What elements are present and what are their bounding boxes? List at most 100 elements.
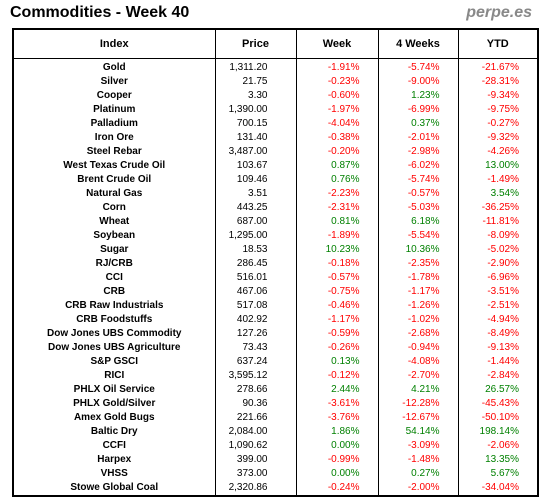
table-row: West Texas Crude Oil 103.67 0.87% -6.02% 13.… — [12, 159, 539, 173]
index-cell: Natural Gas — [12, 187, 216, 201]
four-week-change-cell: -0.94% — [377, 341, 459, 355]
index-cell: Dow Jones UBS Agriculture — [12, 341, 216, 355]
week-change-cell: -0.24% — [295, 481, 379, 496]
week-change-cell: 0.87% — [295, 159, 379, 173]
four-week-change-cell: -5.74% — [377, 173, 459, 187]
table-row: CCFI 1,090.62 0.00% -3.09% -2.06% — [12, 439, 539, 453]
price-cell: 109.46 — [214, 173, 297, 187]
ytd-change-cell: -4.94% — [457, 313, 539, 327]
index-cell: CCI — [12, 271, 216, 285]
four-week-change-cell: 0.27% — [377, 467, 459, 481]
ytd-change-cell: -9.75% — [457, 103, 539, 117]
price-cell: 517.08 — [214, 299, 297, 313]
price-cell: 278.66 — [214, 383, 297, 397]
table-row: Amex Gold Bugs 221.66 -3.76% -12.67% -50.10% — [12, 411, 539, 425]
index-cell: CRB — [12, 285, 216, 299]
week-change-cell: -2.31% — [295, 201, 379, 215]
brand-logo-text: perpe.es — [466, 4, 532, 21]
table-row: CRB Raw Industrials 517.08 -0.46% -1.26% -2.… — [12, 299, 539, 313]
table-row: CRB Foodstuffs 402.92 -1.17% -1.02% -4.94% — [12, 313, 539, 327]
index-cell: Palladium — [12, 117, 216, 131]
ytd-change-cell: 26.57% — [457, 383, 539, 397]
week-change-cell: -0.38% — [295, 131, 379, 145]
price-cell: 103.67 — [214, 159, 297, 173]
ytd-change-cell: -9.34% — [457, 89, 539, 103]
four-week-change-cell: -2.70% — [377, 369, 459, 383]
week-change-cell: -3.76% — [295, 411, 379, 425]
four-week-change-cell: -2.98% — [377, 145, 459, 159]
ytd-change-cell: -2.06% — [457, 439, 539, 453]
price-cell: 21.75 — [214, 75, 297, 89]
four-week-change-cell: -1.17% — [377, 285, 459, 299]
index-cell: PHLX Oil Service — [12, 383, 216, 397]
ytd-change-cell: 198.14% — [457, 425, 539, 439]
ytd-change-cell: -3.51% — [457, 285, 539, 299]
price-cell: 637.24 — [214, 355, 297, 369]
table-row: Corn 443.25 -2.31% -5.03% -36.25% — [12, 201, 539, 215]
index-cell: West Texas Crude Oil — [12, 159, 216, 173]
table-row: PHLX Gold/Silver 90.36 -3.61% -12.28% -45.43… — [12, 397, 539, 411]
ytd-change-cell: -0.27% — [457, 117, 539, 131]
index-cell: Cooper — [12, 89, 216, 103]
price-cell: 131.40 — [214, 131, 297, 145]
four-week-change-cell: -5.74% — [377, 58, 459, 75]
index-cell: Iron Ore — [12, 131, 216, 145]
week-change-cell: -2.23% — [295, 187, 379, 201]
four-week-change-cell: -12.67% — [377, 411, 459, 425]
week-change-cell: -1.91% — [295, 58, 379, 75]
ytd-change-cell: -1.49% — [457, 173, 539, 187]
column-header-index: Index — [12, 28, 216, 59]
week-change-cell: -0.75% — [295, 285, 379, 299]
price-cell: 402.92 — [214, 313, 297, 327]
four-week-change-cell: -1.48% — [377, 453, 459, 467]
index-cell: Soybean — [12, 229, 216, 243]
table-row: Dow Jones UBS Agriculture 73.43 -0.26% -0.9… — [12, 341, 539, 355]
ytd-change-cell: -50.10% — [457, 411, 539, 425]
index-cell: Sugar — [12, 243, 216, 257]
price-cell: 286.45 — [214, 257, 297, 271]
week-change-cell: 0.00% — [295, 439, 379, 453]
price-cell: 516.01 — [214, 271, 297, 285]
ytd-change-cell: -21.67% — [457, 58, 539, 75]
price-cell: 443.25 — [214, 201, 297, 215]
ytd-change-cell: 13.35% — [457, 453, 539, 467]
column-header-4-weeks: 4 Weeks — [377, 28, 459, 59]
table-row: Cooper 3.30 -0.60% 1.23% -9.34% — [12, 89, 539, 103]
four-week-change-cell: -2.00% — [377, 481, 459, 496]
week-change-cell: 0.76% — [295, 173, 379, 187]
price-cell: 399.00 — [214, 453, 297, 467]
four-week-change-cell: -9.00% — [377, 75, 459, 89]
ytd-change-cell: -8.09% — [457, 229, 539, 243]
table-row: Wheat 687.00 0.81% 6.18% -11.81% — [12, 215, 539, 229]
price-cell: 3,487.00 — [214, 145, 297, 159]
index-cell: Steel Rebar — [12, 145, 216, 159]
four-week-change-cell: -4.08% — [377, 355, 459, 369]
week-change-cell: -0.12% — [295, 369, 379, 383]
week-change-cell: -1.97% — [295, 103, 379, 117]
index-cell: CRB Raw Industrials — [12, 299, 216, 313]
ytd-change-cell: -34.04% — [457, 481, 539, 496]
week-change-cell: -0.57% — [295, 271, 379, 285]
four-week-change-cell: -1.78% — [377, 271, 459, 285]
table-body: Gold 1,311.20 -1.91% -5.74% -21.67% Silver 21.… — [12, 58, 539, 496]
ytd-change-cell: -6.96% — [457, 271, 539, 285]
index-cell: Platinum — [12, 103, 216, 117]
table-row: Iron Ore 131.40 -0.38% -2.01% -9.32% — [12, 131, 539, 145]
price-cell: 18.53 — [214, 243, 297, 257]
four-week-change-cell: 54.14% — [377, 425, 459, 439]
four-week-change-cell: -2.68% — [377, 327, 459, 341]
price-cell: 127.26 — [214, 327, 297, 341]
ytd-change-cell: -2.90% — [457, 257, 539, 271]
four-week-change-cell: -1.26% — [377, 299, 459, 313]
index-cell: Dow Jones UBS Commodity — [12, 327, 216, 341]
index-cell: CCFI — [12, 439, 216, 453]
four-week-change-cell: 4.21% — [377, 383, 459, 397]
table-row: CCI 516.01 -0.57% -1.78% -6.96% — [12, 271, 539, 285]
four-week-change-cell: -6.99% — [377, 103, 459, 117]
table-header-row: Index Price Week 4 Weeks YTD — [12, 28, 539, 59]
price-cell: 1,295.00 — [214, 229, 297, 243]
ytd-change-cell: -1.44% — [457, 355, 539, 369]
four-week-change-cell: -3.09% — [377, 439, 459, 453]
index-cell: Brent Crude Oil — [12, 173, 216, 187]
price-cell: 700.15 — [214, 117, 297, 131]
